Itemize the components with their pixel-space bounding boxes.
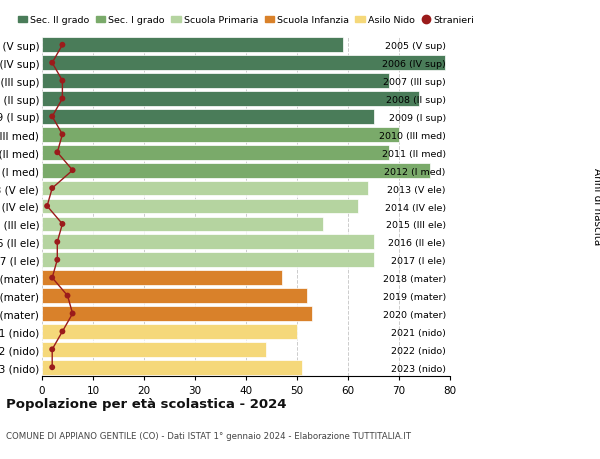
Text: COMUNE DI APPIANO GENTILE (CO) - Dati ISTAT 1° gennaio 2024 - Elaborazione TUTTI: COMUNE DI APPIANO GENTILE (CO) - Dati IS…: [6, 431, 411, 441]
Point: [58, 221, 67, 228]
Bar: [42, 199, 358, 214]
Bar: [42, 289, 307, 303]
Point: [47, 274, 57, 282]
Point: [58, 95, 67, 103]
Point: [58, 328, 67, 336]
Bar: [42, 342, 266, 357]
Bar: [42, 56, 445, 71]
Point: [58, 42, 67, 49]
Point: [58, 78, 67, 85]
Point: [42, 203, 52, 210]
Bar: [42, 325, 297, 339]
Point: [53, 149, 62, 157]
Bar: [42, 163, 430, 178]
Point: [68, 167, 77, 174]
Point: [47, 364, 57, 371]
Point: [63, 292, 73, 300]
Bar: [42, 39, 343, 53]
Bar: [42, 217, 323, 232]
Point: [47, 113, 57, 121]
Bar: [42, 146, 389, 160]
Point: [68, 310, 77, 318]
Point: [58, 131, 67, 139]
Bar: [42, 92, 419, 106]
Bar: [42, 307, 313, 321]
Point: [53, 257, 62, 264]
Bar: [42, 360, 302, 375]
Point: [47, 60, 57, 67]
Bar: [42, 110, 374, 124]
Bar: [42, 181, 368, 196]
Legend: Sec. II grado, Sec. I grado, Scuola Primaria, Scuola Infanzia, Asilo Nido, Stran: Sec. II grado, Sec. I grado, Scuola Prim…: [18, 16, 474, 25]
Bar: [42, 235, 374, 250]
Text: Popolazione per età scolastica - 2024: Popolazione per età scolastica - 2024: [6, 397, 287, 410]
Point: [47, 346, 57, 353]
Bar: [42, 74, 389, 89]
Point: [47, 185, 57, 192]
Text: Anni di nascita: Anni di nascita: [592, 168, 600, 245]
Point: [53, 239, 62, 246]
Bar: [42, 253, 374, 268]
Bar: [42, 128, 399, 142]
Bar: [42, 271, 282, 285]
